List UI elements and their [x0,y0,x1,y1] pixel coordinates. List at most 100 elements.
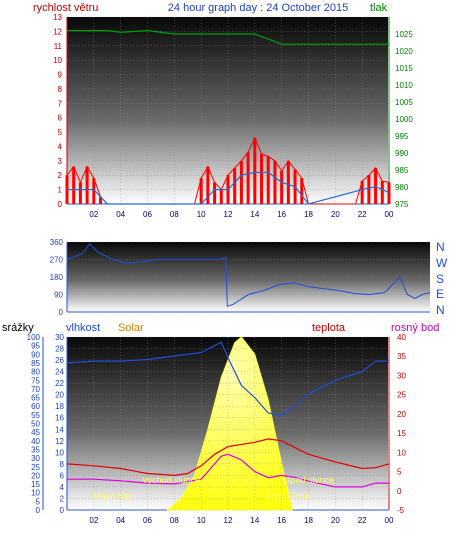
humidity-tick-label-3: 6 [60,471,65,480]
direction-tick-label-2: 180 [50,273,64,282]
weather-x-tick-label-0: 02 [89,516,98,525]
wind-speed-title: rychlost větru [33,2,98,14]
rain-tick-label-16: 80 [31,368,40,377]
weather-x-tick-label-3: 08 [170,516,179,525]
pressure-tick-label-9: 1020 [395,47,413,56]
temp-tick-label-5: 20 [397,410,406,419]
wind-x-tick-label-10: 22 [358,210,367,219]
weather-x-tick-label-2: 06 [143,516,152,525]
direction-letters: N W S E N [436,240,448,317]
pressure-tick-label-5: 1000 [395,115,413,124]
humidity-tick-label-0: 0 [60,506,65,515]
wind-tick-label-2: 2 [58,171,63,180]
direction-line [66,243,431,307]
humidity-tick-label-7: 14 [55,425,64,434]
rain-tick-label-9: 45 [31,428,40,437]
wind-tick-label-8: 8 [58,85,63,94]
rain-tick-label-19: 95 [31,342,40,351]
wind-tick-label-5: 5 [58,128,63,137]
sunrise-label: východ slunce [143,475,200,485]
pressure-tick-label-1: 980 [395,183,409,192]
weather-x-tick-label-9: 20 [331,516,340,525]
humidity-tick-label-12: 24 [55,368,64,377]
temp-tick-label-0: -5 [397,506,405,515]
weather-x-tick-label-10: 22 [358,516,367,525]
rain-tick-label-17: 85 [31,359,40,368]
wind-x-tick-label-1: 04 [116,210,125,219]
direction-tick-label-4: 360 [50,238,64,247]
series-layer [65,29,431,488]
humidity-tick-label-2: 4 [60,483,65,492]
solar-title: Solar [118,322,144,334]
weather-x-tick-label-7: 16 [277,516,286,525]
rain-tick-label-7: 35 [31,445,40,454]
humidity-tick-label-15: 30 [55,333,64,342]
humidity-tick-label-6: 12 [55,437,64,446]
temp-tick-label-6: 25 [397,391,406,400]
wind-tick-label-3: 3 [58,157,63,166]
sunset-label: západ slunce [281,475,334,485]
pressure-tick-label-6: 1005 [395,98,413,107]
pressure-tick-label-0: 975 [395,200,409,209]
rain-tick-label-13: 65 [31,394,40,403]
dewpoint-title: rosný bod [391,322,439,334]
tick-layer: 0123456789101112139759809859909951000100… [27,13,414,525]
pressure-tick-label-7: 1010 [395,81,413,90]
rain-tick-label-11: 55 [31,411,40,420]
temp-tick-label-4: 15 [397,429,406,438]
pressure-tick-label-2: 985 [395,166,409,175]
wind-tick-label-9: 9 [58,71,63,80]
wind-x-tick-label-3: 08 [170,210,179,219]
temp-tick-label-2: 5 [397,468,402,477]
humidity-tick-label-8: 16 [55,414,64,423]
direction-letter-2: W [436,256,448,270]
direction-tick-label-0: 0 [59,308,64,317]
temp-tick-label-3: 10 [397,448,406,457]
direction-letter-1: N [436,240,445,254]
wind-x-tick-label-11: 00 [385,210,394,219]
wind-x-tick-label-0: 02 [89,210,98,219]
rain-tick-label-12: 60 [31,402,40,411]
wind-tick-label-12: 12 [53,27,62,36]
rain-tick-label-8: 40 [31,437,40,446]
rain-tick-label-3: 15 [31,480,40,489]
rain-tick-label-18: 90 [31,350,40,359]
weather-x-tick-label-5: 12 [224,516,233,525]
pressure-title: tlak [370,2,388,14]
rain-tick-label-14: 70 [31,385,40,394]
wind-tick-label-7: 7 [58,99,63,108]
temperature-line [66,438,390,477]
wind-average-line [67,171,390,205]
humidity-tick-label-9: 18 [55,402,64,411]
temperature-title: teplota [312,322,346,334]
wind-x-tick-label-5: 12 [224,210,233,219]
wind-x-tick-label-8: 18 [304,210,313,219]
direction-letter-3: S [436,272,444,286]
humidity-tick-label-1: 2 [60,494,65,503]
wind-x-tick-label-7: 16 [277,210,286,219]
rain-tick-label-10: 50 [31,420,40,429]
wind-tick-label-0: 0 [58,200,63,209]
weather-x-tick-label-4: 10 [197,516,206,525]
rain-tick-label-20: 100 [27,333,41,342]
rain-tick-label-1: 5 [36,497,41,506]
wind-tick-label-11: 11 [54,42,63,51]
humidity-tick-label-4: 8 [60,460,65,469]
chart-title: 24 hour graph day : 24 October 2015 [168,2,348,14]
direction-tick-label-3: 270 [50,256,64,265]
moon-set-label: Moon Set [93,491,132,501]
wind-x-tick-label-2: 06 [143,210,152,219]
pressure-tick-label-3: 990 [395,149,409,158]
wind-tick-label-10: 10 [53,56,62,65]
weather-x-tick-label-8: 18 [304,516,313,525]
weather-x-tick-label-11: 00 [385,516,394,525]
weather-x-tick-label-1: 04 [116,516,125,525]
direction-letter-4: E [436,287,444,301]
wind-x-tick-label-4: 10 [197,210,206,219]
wind-tick-label-13: 13 [53,13,62,22]
pressure-tick-label-10: 1025 [395,30,413,39]
moon-rise-label: Moon Rise [267,491,310,501]
wind-x-tick-label-9: 20 [331,210,340,219]
weather-x-tick-label-6: 14 [250,516,259,525]
